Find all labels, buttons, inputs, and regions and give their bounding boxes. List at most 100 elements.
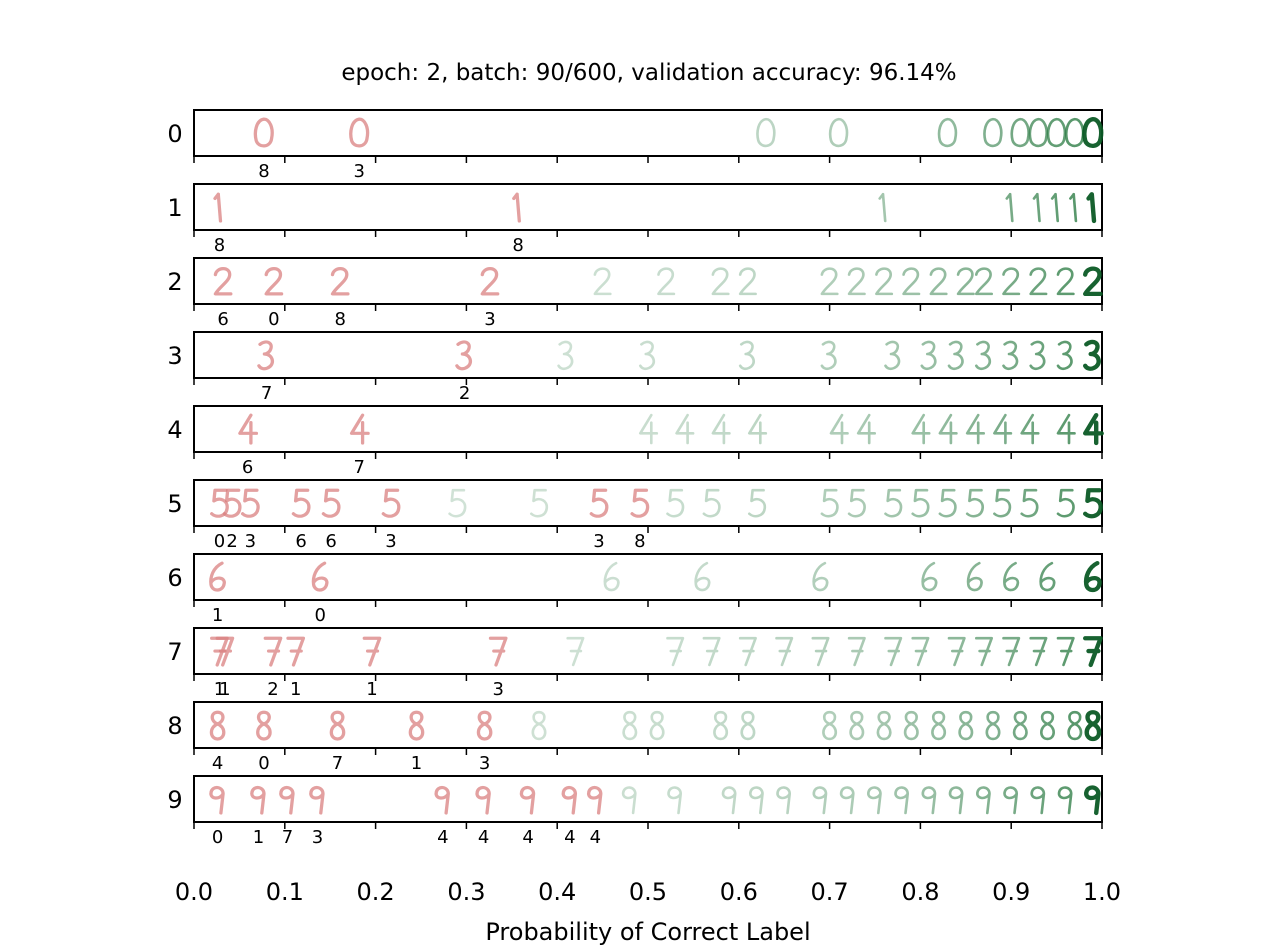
- misclassified-sample: [250, 785, 266, 815]
- x-tick-label: 0.2: [357, 878, 395, 906]
- correct-sample: [666, 636, 685, 667]
- row-frame: [193, 257, 1103, 305]
- correct-sample: [721, 786, 737, 815]
- misclassified-sample: [257, 340, 275, 371]
- correct-sample: [812, 786, 828, 815]
- correct-sample: [1046, 117, 1067, 148]
- predicted-label: 3: [354, 161, 365, 182]
- x-tick-label: 0.9: [992, 878, 1030, 906]
- misclassified-sample: [475, 785, 491, 815]
- correct-sample: [776, 786, 792, 815]
- predicted-label: 1: [366, 679, 377, 700]
- predicted-label: 4: [437, 827, 448, 848]
- correct-sample: [1005, 192, 1014, 223]
- predicted-label: 6: [242, 457, 253, 478]
- correct-sample: [884, 340, 901, 371]
- row-frame: [193, 553, 1103, 601]
- correct-sample: [847, 636, 866, 667]
- correct-sample: [775, 636, 794, 667]
- misclassified-sample: [210, 488, 229, 518]
- correct-sample: [747, 413, 768, 445]
- correct-sample: [740, 710, 756, 741]
- row-label: 6: [167, 564, 182, 592]
- predicted-label: 8: [258, 161, 269, 182]
- correct-sample: [1064, 117, 1085, 148]
- predicted-label: 7: [332, 753, 343, 774]
- predicted-label: 4: [212, 753, 223, 774]
- correct-sample: [947, 636, 966, 667]
- correct-sample: [621, 786, 637, 815]
- x-tick-label: 0.3: [447, 878, 485, 906]
- predicted-label: 2: [459, 383, 470, 404]
- correct-sample: [921, 561, 938, 592]
- correct-sample: [822, 710, 838, 741]
- predicted-label: 4: [522, 827, 533, 848]
- predicted-label: 4: [478, 827, 489, 848]
- predicted-label: 6: [295, 531, 306, 552]
- correct-sample: [849, 710, 865, 741]
- correct-sample: [531, 710, 547, 741]
- misclassified-sample: [488, 636, 508, 667]
- predicted-label: 3: [492, 679, 503, 700]
- correct-sample: [911, 413, 931, 445]
- row-frame: [193, 183, 1103, 231]
- x-tick-label: 0.6: [720, 878, 758, 906]
- correct-sample: [1056, 267, 1075, 296]
- correct-sample: [1056, 636, 1075, 667]
- row-label: 2: [167, 268, 182, 296]
- x-tick-label: 0.7: [811, 878, 849, 906]
- misclassified-sample: [279, 785, 295, 815]
- correct-sample: [875, 267, 894, 296]
- predicted-label: 7: [282, 827, 293, 848]
- correct-sample: [749, 786, 764, 815]
- row-8: 8 4 0 7 1 3: [167, 701, 1103, 774]
- correct-sample: [593, 267, 612, 296]
- correct-sample: [985, 710, 1001, 741]
- correct-sample: [911, 636, 930, 667]
- correct-sample: [529, 488, 549, 518]
- correct-sample: [876, 710, 892, 741]
- predicted-label: 0: [258, 753, 269, 774]
- misclassified-sample: [561, 785, 578, 815]
- row-9: 90 1 7 3 4 4 4 4 4: [167, 775, 1103, 848]
- misclassified-sample: [349, 117, 370, 148]
- predicted-label: 0: [212, 827, 223, 848]
- misclassified-sample: [291, 488, 311, 518]
- correct-sample: [738, 636, 757, 667]
- misclassified-sample: [362, 636, 382, 667]
- correct-sample: [1002, 340, 1019, 371]
- misclassified-sample: [209, 561, 226, 592]
- correct-sample: [847, 267, 866, 296]
- correct-sample: [1039, 561, 1056, 592]
- correct-sample: [1083, 561, 1102, 593]
- predicted-label: 3: [484, 309, 495, 330]
- correct-sample: [1032, 192, 1041, 223]
- correct-sample: [811, 636, 830, 667]
- correct-sample: [921, 786, 937, 815]
- correct-sample: [965, 413, 986, 445]
- misclassified-sample: [215, 636, 235, 667]
- row-1: 1 8 8: [167, 183, 1103, 256]
- misclassified-sample: [476, 710, 493, 741]
- misclassified-sample: [329, 710, 346, 741]
- predicted-label: 8: [512, 235, 523, 256]
- correct-sample: [956, 267, 975, 296]
- row-frame: [193, 627, 1103, 675]
- correct-sample: [1083, 339, 1101, 371]
- correct-sample: [711, 267, 730, 296]
- correct-sample: [938, 488, 957, 518]
- correct-sample: [931, 710, 947, 741]
- correct-sample: [1003, 786, 1019, 815]
- correct-sample: [1083, 636, 1103, 668]
- row-4: 4 6 7: [167, 405, 1104, 478]
- x-tick-label: 1.0: [1083, 878, 1121, 906]
- predicted-label: 4: [564, 827, 575, 848]
- misclassified-sample: [264, 267, 284, 296]
- correct-sample: [1056, 488, 1075, 518]
- correct-sample: [820, 340, 837, 371]
- correct-sample: [974, 340, 992, 371]
- correct-sample: [711, 413, 731, 445]
- predicted-label: 3: [245, 531, 256, 552]
- correct-sample: [993, 413, 1013, 445]
